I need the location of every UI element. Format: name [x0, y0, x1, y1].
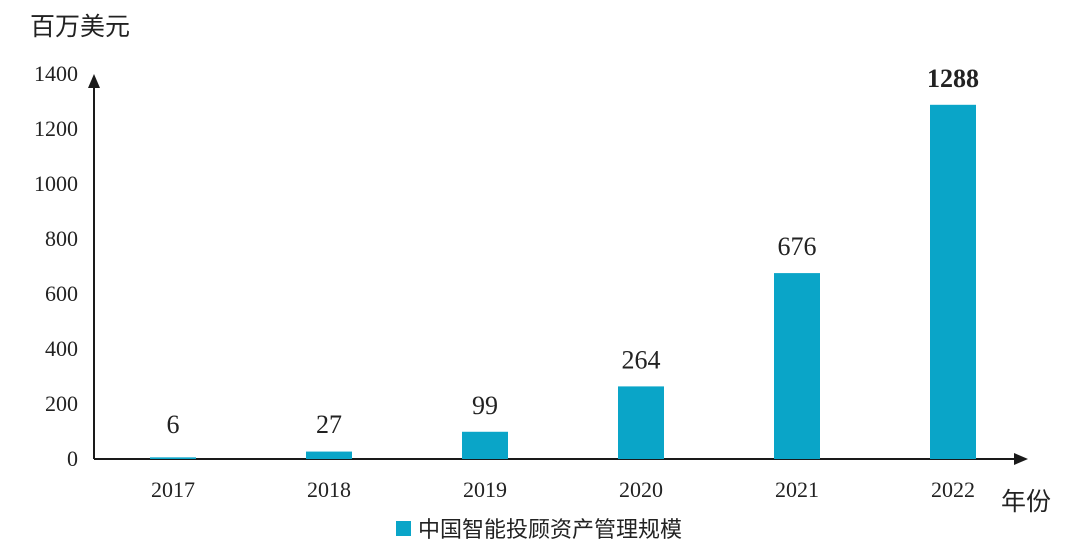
y-tick-label-200: 200 — [45, 391, 78, 416]
bar-2018 — [306, 451, 352, 459]
bar-2022 — [930, 104, 976, 460]
value-labels: 6 27 99 264 676 1288 — [167, 64, 980, 439]
y-tick-label-600: 600 — [45, 281, 78, 306]
legend: 中国智能投顾资产管理规模 — [396, 518, 682, 543]
legend-swatch — [396, 521, 411, 536]
y-axis-arrowhead — [88, 74, 100, 88]
bars — [150, 104, 976, 460]
x-tick-label-2022: 2022 — [931, 477, 975, 502]
legend-label: 中国智能投顾资产管理规模 — [418, 518, 682, 543]
x-axis-title: 年份 — [1001, 487, 1051, 516]
x-tick-label-2021: 2021 — [775, 477, 819, 502]
x-tick-label-2019: 2019 — [463, 477, 507, 502]
x-tick-label-2020: 2020 — [619, 477, 663, 502]
bar-2019 — [462, 431, 508, 459]
y-tick-label-1400: 1400 — [34, 61, 78, 86]
x-tick-label-2017: 2017 — [151, 477, 195, 502]
x-tick-labels: 2017 2018 2019 2020 2021 2022 — [151, 477, 975, 502]
y-tick-label-800: 800 — [45, 226, 78, 251]
value-label-2020: 264 — [622, 345, 661, 374]
y-tick-label-1000: 1000 — [34, 171, 78, 196]
x-axis-arrowhead — [1014, 453, 1028, 465]
value-label-2017: 6 — [167, 410, 180, 439]
y-tick-label-400: 400 — [45, 336, 78, 361]
bar-2021 — [774, 273, 820, 459]
y-axis-title: 百万美元 — [30, 12, 130, 41]
x-tick-label-2018: 2018 — [307, 477, 351, 502]
y-tick-label-1200: 1200 — [34, 116, 78, 141]
y-tick-labels: 0 200 400 600 800 1000 1200 1400 — [34, 61, 78, 471]
value-label-2018: 27 — [316, 410, 342, 439]
bar-2020 — [618, 386, 664, 459]
value-label-2021: 676 — [778, 232, 817, 261]
axes — [88, 74, 1028, 465]
bar-2017 — [150, 457, 196, 459]
value-label-2022: 1288 — [927, 64, 979, 93]
y-tick-label-0: 0 — [67, 446, 78, 471]
value-label-2019: 99 — [472, 391, 498, 420]
